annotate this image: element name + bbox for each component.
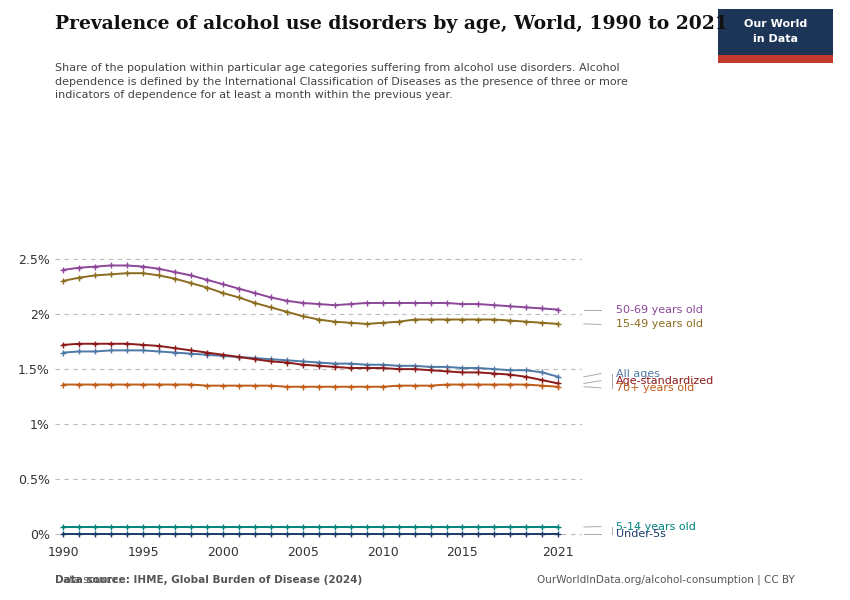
- Text: Our World: Our World: [744, 19, 808, 29]
- Text: OurWorldInData.org/alcohol-consumption | CC BY: OurWorldInData.org/alcohol-consumption |…: [537, 575, 795, 585]
- Text: Data source:: Data source:: [55, 575, 125, 585]
- Text: in Data: in Data: [753, 34, 798, 44]
- Text: 15-49 years old: 15-49 years old: [616, 319, 703, 329]
- Text: 5-14 years old: 5-14 years old: [616, 521, 696, 532]
- Text: Under-5s: Under-5s: [616, 529, 666, 539]
- Text: 70+ years old: 70+ years old: [616, 383, 694, 393]
- Bar: [718, 55, 833, 63]
- Text: Share of the population within particular age categories suffering from alcohol : Share of the population within particula…: [55, 63, 628, 100]
- Text: Prevalence of alcohol use disorders by age, World, 1990 to 2021: Prevalence of alcohol use disorders by a…: [55, 15, 728, 33]
- Text: All ages: All ages: [616, 368, 660, 379]
- Text: 50-69 years old: 50-69 years old: [616, 305, 703, 314]
- Text: Data source: IHME, Global Burden of Disease (2024): Data source: IHME, Global Burden of Dise…: [55, 575, 362, 585]
- Text: Age-standardized: Age-standardized: [616, 376, 715, 386]
